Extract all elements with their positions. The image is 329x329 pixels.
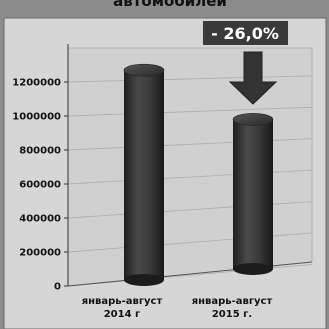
y-tick-label: 200000 [19,248,61,259]
bar [232,113,274,275]
chart-title: автомобилей [113,0,227,10]
down-arrow [228,51,278,105]
y-tick-label: 1000000 [12,112,61,123]
y-tick-label: 800000 [19,146,61,157]
y-axis: 0 200000 400000 600000 800000 1000000 1200000 [12,44,69,293]
bar-body [124,70,164,280]
y-tick-label: 0 [54,282,61,293]
x-tick-label-line: 2015 г. [212,309,252,320]
x-tick-label-line: январь-август [192,296,273,307]
x-tick-label-line: 2014 г [104,309,141,320]
y-tick-label: 1200000 [12,78,61,89]
bar [123,63,165,286]
y-tick-label: 600000 [19,180,61,191]
bar-base [124,274,164,286]
bars [123,63,274,286]
change-annotation: - 26,0% [203,21,288,105]
annotation-box [203,21,288,45]
x-tick-label-line: январь-август [82,296,163,307]
bar-base [233,263,273,275]
bar-top [232,113,274,126]
x-tick-label: январь-август 2014 г [82,296,163,320]
bar-body [233,119,273,270]
x-axis: январь-август 2014 г январь-август 2015 г. [82,296,273,320]
x-tick-label: январь-август 2015 г. [192,296,273,320]
back-wall [67,47,313,287]
annotation-text: - 26,0% [211,24,279,43]
y-tick-label: 400000 [19,214,61,225]
gridline [67,75,313,83]
bar-top [123,63,165,77]
gridline [67,106,313,117]
